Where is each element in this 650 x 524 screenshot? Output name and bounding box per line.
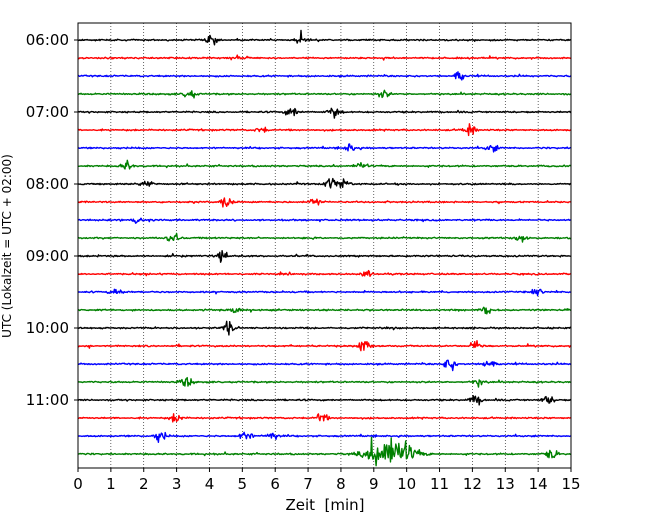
x-tick-label: 8: [336, 475, 346, 493]
seismogram-trace-0615: [77, 54, 572, 61]
seismogram-trace-1115: [77, 413, 572, 423]
plot-frame: [77, 22, 572, 469]
seismogram-trace-1000: [77, 320, 572, 336]
x-tick-label: 6: [270, 475, 280, 493]
x-tick-label: 14: [529, 475, 548, 493]
x-tick-label: 11: [430, 475, 449, 493]
x-tick-label: 2: [139, 475, 149, 493]
seismogram-trace-1145: [77, 436, 571, 467]
seismogram-trace-0645: [77, 89, 572, 99]
x-tick-label: 12: [463, 475, 482, 493]
x-tick-label: 15: [561, 475, 580, 493]
seismogram-trace-1130: [77, 431, 572, 443]
seismogram-trace-0700: [77, 107, 572, 119]
seismogram-trace-1100: [77, 395, 572, 406]
seismogram-trace-0815: [77, 197, 572, 208]
seismogram-trace-0830: [77, 217, 572, 224]
x-tick-label: 0: [73, 475, 83, 493]
seismogram-trace-0915: [77, 269, 572, 277]
y-tick-label: 10:00: [26, 319, 69, 337]
y-tick-label: 07:00: [26, 103, 69, 121]
x-tick-label: 5: [238, 475, 248, 493]
seismogram-trace-0900: [77, 250, 572, 263]
x-axis-label: Zeit [min]: [285, 496, 364, 514]
seismogram-trace-0630: [77, 71, 572, 81]
seismogram-trace-0600: [78, 29, 572, 46]
seismogram-traces: [77, 29, 572, 467]
x-tick-label: 10: [397, 475, 416, 493]
x-tick-label: 4: [205, 475, 215, 493]
x-tick-label: 9: [369, 475, 379, 493]
seismogram-trace-1030: [77, 359, 572, 372]
y-axis-label: UTC (Lokalzeit = UTC + 02:00): [0, 154, 14, 338]
seismogram-trace-0845: [77, 232, 572, 243]
seismogram-trace-0730: [77, 143, 572, 153]
y-tick-label: 06:00: [26, 31, 69, 49]
seismogram-trace-0930: [77, 288, 572, 297]
y-tick-label: 09:00: [26, 247, 69, 265]
seismogram-trace-0945: [77, 306, 572, 315]
seismogram-trace-1015: [77, 340, 572, 352]
x-tick-label: 7: [303, 475, 313, 493]
x-tick-label: 1: [106, 475, 116, 493]
x-tick-label: 3: [172, 475, 182, 493]
seismogram-trace-0800: [77, 177, 572, 189]
seismogram-trace-0715: [77, 123, 572, 137]
seismogram-trace-1045: [77, 376, 572, 388]
y-axis-ticks: 06:00 07:00 08:00 09:00 10:00 11:00: [26, 31, 78, 409]
x-tick-label: 13: [496, 475, 515, 493]
grid-lines: [110, 23, 539, 468]
seismogram-trace-0745: [77, 159, 572, 170]
x-axis-ticks: 0 1 2 3 4 5 6 7 8 9 10 11 12 13 14 15: [73, 468, 581, 493]
y-tick-label: 11:00: [26, 391, 69, 409]
y-tick-label: 08:00: [26, 175, 69, 193]
